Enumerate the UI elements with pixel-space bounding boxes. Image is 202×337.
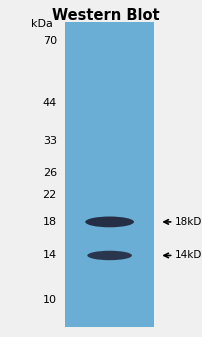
Text: 14kDa: 14kDa <box>174 250 202 261</box>
Text: 22: 22 <box>42 190 57 200</box>
Ellipse shape <box>85 216 133 227</box>
Text: 14: 14 <box>42 250 57 261</box>
Text: 44: 44 <box>42 98 57 108</box>
Text: Western Blot: Western Blot <box>52 8 159 24</box>
Text: 18kDa: 18kDa <box>174 217 202 227</box>
Text: 18: 18 <box>42 217 57 227</box>
Bar <box>65 22 154 327</box>
Text: 70: 70 <box>42 36 57 45</box>
Text: 26: 26 <box>42 168 57 178</box>
Text: 33: 33 <box>43 136 57 146</box>
Ellipse shape <box>87 251 131 260</box>
Text: 10: 10 <box>43 296 57 305</box>
Text: kDa: kDa <box>31 19 53 29</box>
